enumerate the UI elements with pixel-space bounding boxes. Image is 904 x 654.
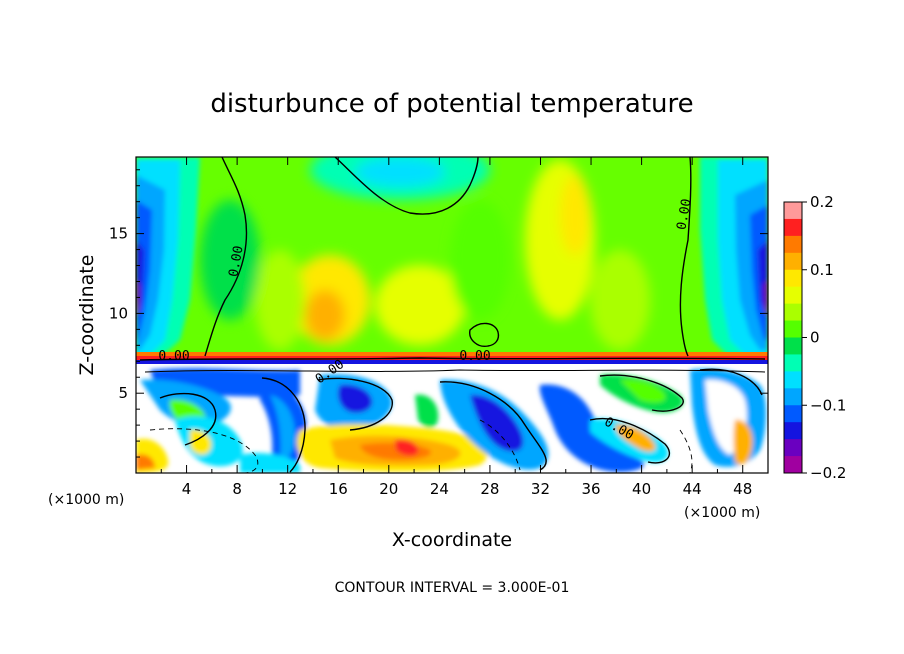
y-tick-label: 10: [109, 304, 128, 322]
x-tick-label: 16: [329, 480, 348, 498]
colorbar-tick-label: 0: [810, 329, 820, 347]
colorbar-swatch: [784, 456, 802, 474]
y-axis-label: Z-coordinate: [76, 255, 98, 376]
x-tick-label: 36: [581, 480, 600, 498]
x-tick-label: 4: [182, 480, 192, 498]
colorbar-swatch: [784, 405, 802, 423]
colorbar-swatch: [784, 286, 802, 305]
contour-label: 0.00: [674, 198, 694, 231]
chart-title: disturbunce of potential temperature: [210, 89, 693, 119]
x-tick-label: 44: [683, 480, 702, 498]
colorbar-swatch: [784, 269, 802, 288]
contour-label: 0.00: [158, 349, 189, 364]
colorbar-swatch: [784, 388, 802, 406]
colorbar-swatch: [784, 439, 802, 457]
colorbar-tick-label: 0.2: [810, 193, 834, 211]
x-unit-right: (×1000 m): [684, 505, 760, 521]
y-axis: 5 10 15: [109, 169, 768, 458]
colorbar-swatch: [784, 354, 802, 372]
x-tick-label: 20: [379, 480, 398, 498]
colorbar-swatch: [784, 320, 802, 338]
colorbar-swatch: [784, 303, 802, 322]
y-tick-label: 5: [118, 384, 128, 402]
x-tick-label: 8: [232, 480, 242, 498]
colorbar-swatch: [784, 371, 802, 389]
x-unit-left: (×1000 m): [48, 492, 124, 508]
y-tick-label: 15: [109, 225, 128, 243]
contour-label: 0.00: [459, 349, 490, 364]
x-tick-label: 28: [480, 480, 499, 498]
colorbar: 0.2 0.1 0 −0.1 −0.2: [783, 193, 846, 482]
colorbar-swatch: [784, 202, 802, 220]
x-axis-label: X-coordinate: [392, 529, 512, 551]
colorbar-swatch: [784, 218, 802, 237]
x-tick-label: 12: [278, 480, 297, 498]
temperature-field: [136, 157, 768, 473]
contour-label: 0.00: [226, 245, 246, 278]
x-tick-label: 32: [531, 480, 550, 498]
x-tick-label: 48: [733, 480, 752, 498]
x-tick-label: 40: [632, 480, 651, 498]
colorbar-swatch: [784, 337, 802, 355]
x-axis: 4 8 12 16 20 24 28 32 36 40 44 48: [160, 157, 752, 498]
x-tick-label: 24: [430, 480, 449, 498]
zero-contours: [139, 157, 766, 473]
colorbar-swatch: [784, 422, 802, 440]
colorbar-tick-label: −0.1: [810, 396, 846, 414]
colorbar-swatch: [784, 252, 802, 271]
contour-interval-note: CONTOUR INTERVAL = 3.000E-01: [335, 580, 570, 596]
plot-frame: [135, 156, 769, 474]
colorbar-tick-label: 0.1: [810, 261, 834, 279]
colorbar-tick-label: −0.2: [810, 464, 846, 482]
colorbar-swatch: [784, 235, 802, 254]
